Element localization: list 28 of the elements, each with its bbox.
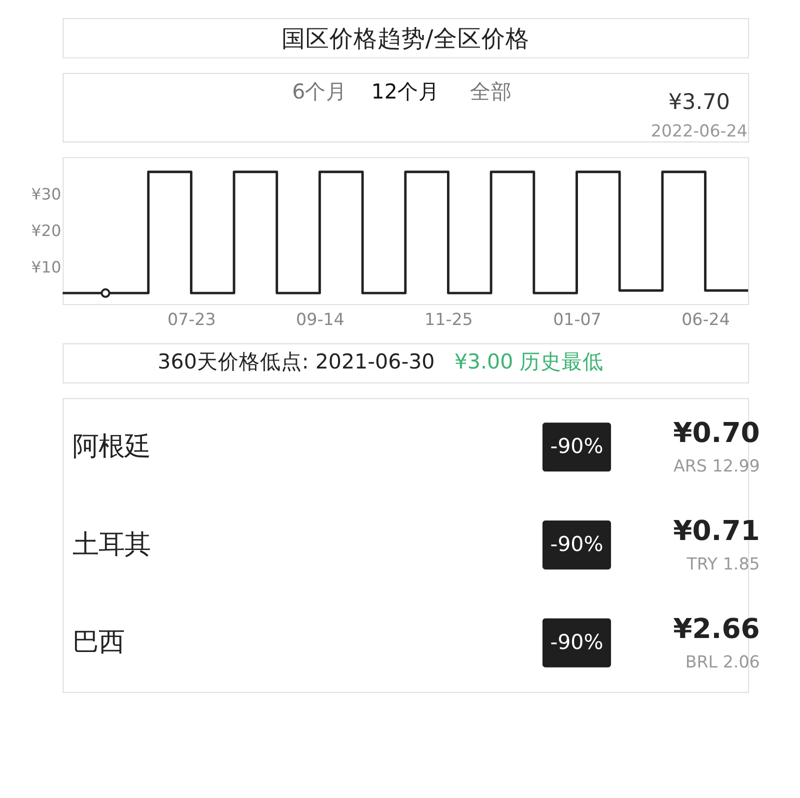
x-tick-label: 07-23 xyxy=(168,310,216,330)
text: ¥0.71 xyxy=(673,516,760,548)
text: 6个月 xyxy=(292,79,348,104)
text: BRL 2.06 xyxy=(685,652,760,672)
text: 阿根廷 xyxy=(72,430,150,462)
text: -90% xyxy=(550,434,604,458)
text: ¥2.66 xyxy=(673,614,760,645)
y-tick-label: ¥30 xyxy=(31,184,62,204)
x-tick-label: 11-25 xyxy=(424,310,473,330)
x-tick-label: 01-07 xyxy=(553,310,602,330)
text: 2022-06-24 xyxy=(650,122,748,141)
text: ¥3.70 xyxy=(668,90,730,116)
text: 12个月 xyxy=(371,79,440,104)
text: ¥3.00 历史最低 xyxy=(454,350,604,374)
text: ¥0.70 xyxy=(673,418,760,450)
text: 土耳其 xyxy=(72,528,150,560)
text: 全部 xyxy=(470,79,512,104)
x-tick-label: 06-24 xyxy=(682,310,730,330)
chart-title: 国区价格趋势/全区价格 xyxy=(281,24,530,53)
text: 巴西 xyxy=(72,626,124,658)
text: -90% xyxy=(550,532,604,556)
y-tick-label: ¥10 xyxy=(31,258,62,277)
y-tick-label: ¥20 xyxy=(31,221,62,240)
text: 360天价格低点: 2021-06-30 xyxy=(158,350,435,374)
text: -90% xyxy=(550,630,604,654)
text: TRY 1.85 xyxy=(686,554,760,574)
text: ARS 12.99 xyxy=(673,456,760,476)
x-tick-label: 09-14 xyxy=(296,310,344,330)
